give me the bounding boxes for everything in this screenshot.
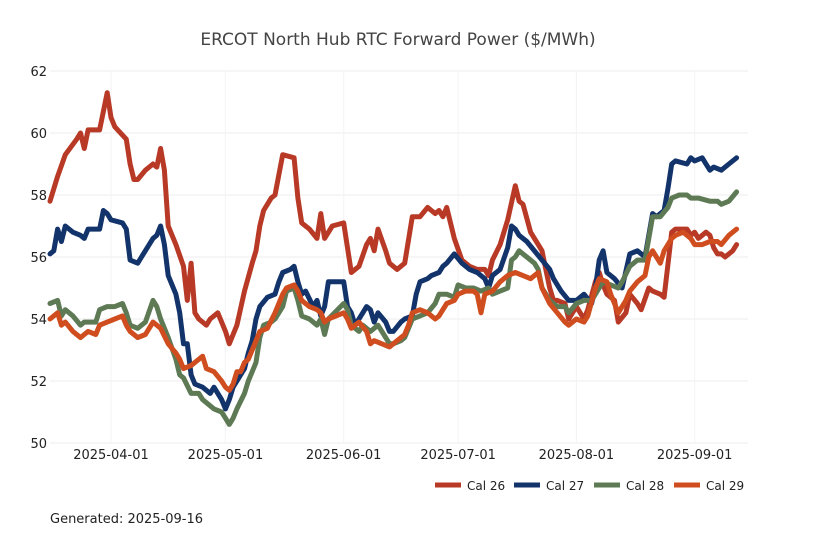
y-tick-label: 54	[30, 313, 47, 328]
legend-label: Cal 27	[546, 479, 584, 493]
x-tick-label: 2025-05-01	[188, 448, 264, 463]
legend: Cal 26 Cal 27 Cal 28 Cal 29	[435, 479, 744, 493]
series-line-cal-29	[47, 226, 740, 393]
x-tick-label: 2025-04-01	[73, 448, 149, 463]
gridlines	[50, 70, 748, 444]
y-tick-label: 56	[30, 251, 47, 266]
y-tick-label: 62	[30, 65, 47, 80]
x-tick-label: 2025-07-01	[420, 448, 496, 463]
legend-label: Cal 29	[706, 479, 744, 493]
y-tick-label: 52	[30, 375, 47, 390]
legend-item-cal-29: Cal 29	[674, 479, 744, 493]
chart-title: ERCOT North Hub RTC Forward Power ($/MWh…	[200, 30, 595, 50]
series-lines	[47, 90, 740, 427]
legend-label: Cal 26	[467, 479, 505, 493]
legend-item-cal-27: Cal 27	[514, 479, 584, 493]
legend-label: Cal 28	[626, 479, 664, 493]
generated-footnote: Generated: 2025-09-16	[50, 512, 204, 527]
y-axis: 50 52 54 56 58 60 62	[30, 65, 47, 452]
x-tick-label: 2025-09-01	[657, 448, 733, 463]
series-line-cal-27	[47, 155, 740, 412]
y-tick-label: 60	[30, 127, 47, 142]
x-tick-label: 2025-08-01	[539, 448, 615, 463]
y-tick-label: 50	[30, 437, 47, 452]
legend-item-cal-26: Cal 26	[435, 479, 505, 493]
x-tick-label: 2025-06-01	[306, 448, 382, 463]
x-axis: 2025-04-01 2025-05-01 2025-06-01 2025-07-01…	[73, 448, 732, 463]
series-line-cal-28	[47, 189, 740, 427]
y-tick-label: 58	[30, 189, 47, 204]
legend-item-cal-28: Cal 28	[594, 479, 664, 493]
